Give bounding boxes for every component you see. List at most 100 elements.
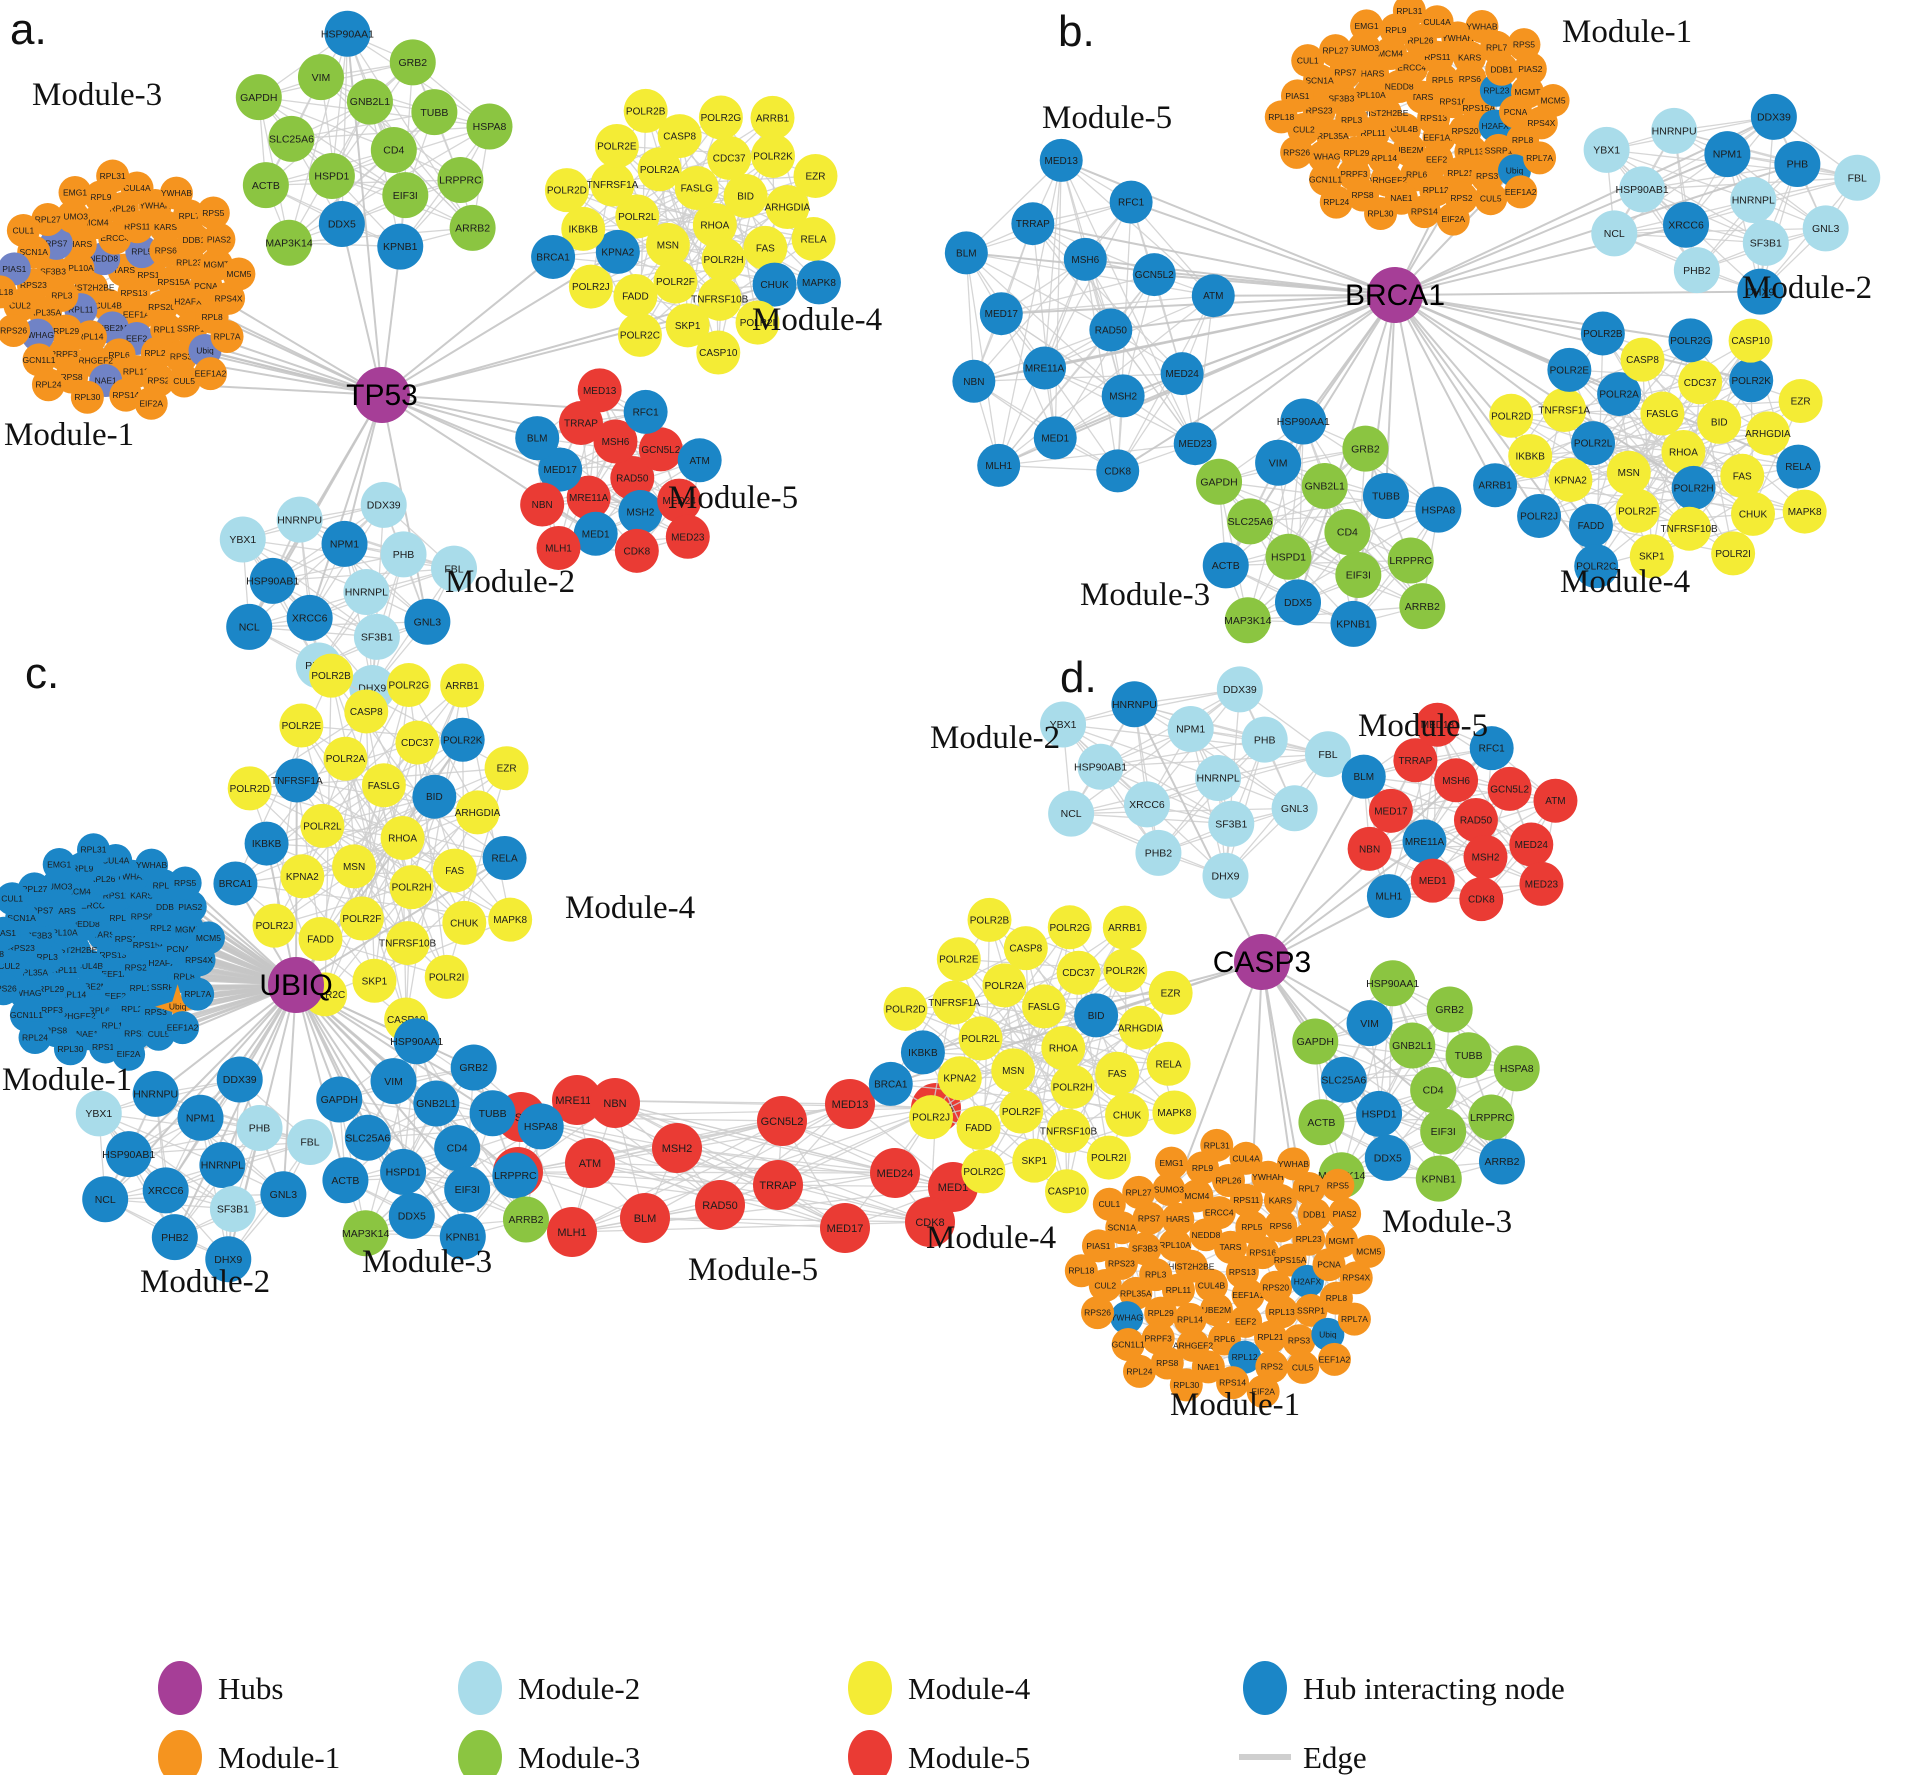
node — [820, 1203, 870, 1253]
edge — [1225, 448, 1366, 566]
node — [120, 171, 154, 205]
node-star — [155, 984, 201, 1030]
node — [1276, 1147, 1310, 1181]
node — [1745, 411, 1790, 456]
edge — [258, 96, 395, 151]
edge — [998, 443, 1196, 467]
node — [1536, 84, 1570, 118]
node — [1195, 755, 1242, 801]
module-label: Module-4 — [565, 890, 695, 926]
node — [53, 1032, 87, 1066]
node — [1265, 533, 1312, 580]
node — [967, 897, 1012, 942]
node — [1399, 583, 1446, 630]
node — [342, 1210, 389, 1257]
hub-edge — [282, 984, 297, 1195]
node — [1050, 1064, 1095, 1109]
edge — [676, 1147, 931, 1223]
node — [244, 821, 289, 866]
node — [484, 746, 529, 791]
node — [1046, 1108, 1091, 1153]
node — [1583, 126, 1630, 173]
edge — [1314, 1040, 1444, 1132]
edge — [998, 274, 1155, 466]
node — [389, 865, 434, 910]
node — [1547, 347, 1592, 392]
node — [444, 1166, 491, 1213]
hub-edge — [295, 984, 464, 1238]
node — [979, 292, 1023, 336]
module-label: Module-4 — [752, 302, 882, 338]
node — [1086, 1135, 1131, 1180]
node — [276, 496, 323, 543]
node — [0, 275, 17, 309]
hub-edge — [1181, 294, 1396, 375]
node — [466, 103, 513, 150]
node — [1389, 1022, 1436, 1069]
node — [1629, 534, 1674, 579]
edge — [1628, 472, 1805, 513]
node — [318, 200, 365, 247]
node — [1393, 738, 1438, 783]
node — [936, 937, 981, 982]
node — [1074, 993, 1119, 1038]
node — [1750, 93, 1797, 140]
node — [1154, 1146, 1188, 1180]
node — [961, 1149, 1006, 1194]
node — [1241, 716, 1288, 763]
node — [590, 1078, 640, 1128]
node — [536, 525, 581, 570]
node — [386, 663, 431, 708]
node — [1597, 372, 1642, 417]
hub-edge — [1060, 159, 1396, 296]
edge — [719, 1103, 851, 1206]
node — [1286, 1350, 1320, 1384]
module-label: Module-1 — [4, 417, 134, 453]
node — [1280, 135, 1314, 169]
edge — [1043, 160, 1062, 369]
hub-edge — [381, 281, 820, 396]
node — [1148, 970, 1193, 1015]
node — [6, 213, 40, 247]
node — [300, 803, 345, 848]
node — [977, 443, 1021, 487]
node — [692, 203, 737, 247]
node — [213, 861, 258, 906]
node — [1667, 506, 1712, 551]
node — [1152, 1090, 1197, 1135]
node — [1668, 318, 1713, 363]
node — [455, 790, 500, 835]
legend-label: Module-3 — [518, 1740, 640, 1775]
node — [1292, 1171, 1326, 1205]
node — [653, 259, 698, 304]
node — [142, 1167, 189, 1214]
node — [1319, 185, 1353, 219]
node — [1122, 1354, 1156, 1388]
node — [469, 1090, 516, 1137]
node — [168, 866, 202, 900]
edge — [1070, 688, 1241, 815]
hub-edge — [1032, 222, 1396, 296]
edge — [258, 96, 406, 196]
edge — [242, 539, 320, 666]
node — [1517, 493, 1562, 538]
node — [561, 206, 606, 251]
module-label: Module-2 — [445, 564, 575, 600]
node — [735, 300, 780, 345]
node — [932, 980, 977, 1025]
edge — [589, 1162, 896, 1174]
node — [353, 613, 400, 660]
node — [492, 1152, 539, 1199]
edge — [330, 675, 407, 1020]
node — [593, 419, 638, 464]
node — [1255, 1350, 1289, 1384]
node — [1039, 138, 1083, 182]
node — [309, 653, 354, 698]
node — [1254, 1320, 1288, 1354]
node — [1297, 1197, 1331, 1231]
node — [70, 380, 104, 414]
edge — [345, 1174, 516, 1181]
hub-edge — [1110, 294, 1396, 331]
node — [1347, 826, 1392, 871]
